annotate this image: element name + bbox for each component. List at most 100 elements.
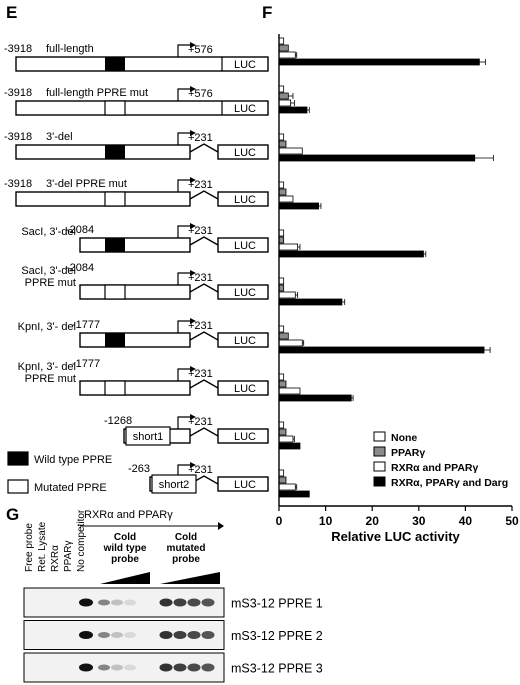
construct-end-label: +231 (188, 416, 213, 428)
legend-label: Mutated PPRE (34, 482, 107, 494)
construct-name-label: 3'-del PPRE mut (46, 178, 127, 190)
x-tick-label: 0 (276, 514, 283, 528)
construct-name-label: SacI, 3'-del (21, 226, 76, 238)
panel-g-label: G (6, 505, 20, 524)
bar (278, 147, 303, 155)
chart-legend-label: PPARγ (391, 447, 425, 459)
bar (278, 298, 343, 306)
chart-legend-label: RXRα, PPARγ and Darg (391, 477, 508, 489)
cold-mutated-label: probe (172, 554, 200, 565)
tss-arrow-line (177, 179, 190, 192)
intron-splice-line (189, 331, 219, 341)
gel-lane-label: Ret. Lysate (37, 521, 48, 572)
intron-splice-line (189, 379, 219, 389)
cold-wt-label: probe (111, 554, 139, 565)
gel-header-label: RXRα and PPARγ (84, 509, 173, 521)
gel-band (187, 663, 201, 672)
bar (278, 154, 476, 162)
construct-start-label: -3918 (4, 87, 32, 99)
bar (278, 243, 299, 251)
construct-start-label: -1777 (72, 358, 100, 370)
construct-start-label: -2084 (66, 262, 94, 274)
gel-row-label: mS3-12 PPRE 1 (231, 597, 323, 611)
ppre-wildtype-site (105, 238, 125, 252)
intron-splice-line (189, 283, 219, 293)
gel-band (79, 631, 93, 639)
luc-label: LUC (234, 431, 256, 443)
construct-start-label: -3918 (4, 131, 32, 143)
tss-arrowhead (190, 414, 196, 420)
luc-box (217, 284, 269, 300)
construct-name-label: SacI, 3'-del PPRE mut (21, 265, 76, 289)
bar (278, 140, 287, 148)
construct-start-label: -3918 (4, 43, 32, 55)
luc-label: LUC (234, 287, 256, 299)
gel-band (111, 599, 123, 606)
tss-arrowhead (190, 177, 196, 183)
construct-start-label: -2084 (66, 224, 94, 236)
bar (278, 435, 294, 443)
gel-lane-label: PPARγ (63, 541, 74, 573)
construct-body (15, 100, 269, 116)
construct-end-label: +231 (188, 320, 213, 332)
tss-arrow-line (177, 88, 190, 101)
bar (278, 332, 289, 340)
panel-e-label: E (6, 3, 18, 22)
construct-end-label: +231 (188, 179, 213, 191)
gel-lane-label: RXRα (50, 545, 61, 572)
gel-lane-label: No competitor (76, 509, 87, 572)
construct-body (15, 191, 191, 207)
bar (278, 99, 292, 107)
luc-label: LUC (234, 383, 256, 395)
intron-splice-line (189, 427, 219, 437)
ppre-wildtype-site (105, 145, 125, 159)
gel-band (201, 631, 215, 639)
construct-body (15, 56, 269, 72)
bar (278, 380, 287, 388)
gel-band (111, 664, 123, 671)
bar (278, 428, 287, 436)
luc-box (217, 144, 269, 160)
construct-end-label: +576 (188, 88, 213, 100)
cold-wt-label: Cold (114, 532, 136, 543)
tss-arrow-line (177, 225, 190, 238)
gel-band (98, 599, 110, 606)
construct-body (79, 332, 191, 348)
bar (278, 476, 287, 484)
tss-arrowhead (190, 318, 196, 324)
tss-arrow-line (177, 272, 190, 285)
luc-box (217, 237, 269, 253)
construct-end-label: +231 (188, 368, 213, 380)
gel-band (79, 598, 93, 607)
panel-f-label: F (262, 3, 273, 22)
tss-arrowhead (190, 366, 196, 372)
construct-start-label: -263 (128, 463, 150, 475)
ppre-mutated-site (104, 284, 126, 300)
intron-splice-line (189, 236, 219, 246)
tss-arrowhead (190, 42, 196, 48)
tss-arrowhead (190, 223, 196, 229)
gel-band (98, 632, 110, 638)
tss-arrow-line (177, 320, 190, 333)
luc-box (217, 191, 269, 207)
chart-legend-label: RXRα and PPARγ (391, 462, 479, 474)
cold-mutated-label: mutated (167, 543, 206, 554)
bar (278, 92, 289, 100)
construct-end-label: +231 (188, 132, 213, 144)
gel-band (124, 599, 136, 606)
tss-arrow-line (177, 416, 190, 429)
x-tick-label: 10 (319, 514, 333, 528)
bar (278, 483, 296, 491)
bar (278, 346, 485, 354)
construct-end-label: +231 (188, 225, 213, 237)
bar (278, 106, 308, 114)
ppre-mutated-site (104, 100, 126, 116)
construct-body (79, 237, 191, 253)
luc-label: LUC (234, 59, 256, 71)
short-construct-box (125, 426, 171, 446)
gel-band (111, 632, 123, 638)
mut-competitor-gradient (160, 572, 220, 584)
luc-box (217, 332, 269, 348)
x-tick-label: 50 (505, 514, 519, 528)
tss-arrow-line (177, 132, 190, 145)
